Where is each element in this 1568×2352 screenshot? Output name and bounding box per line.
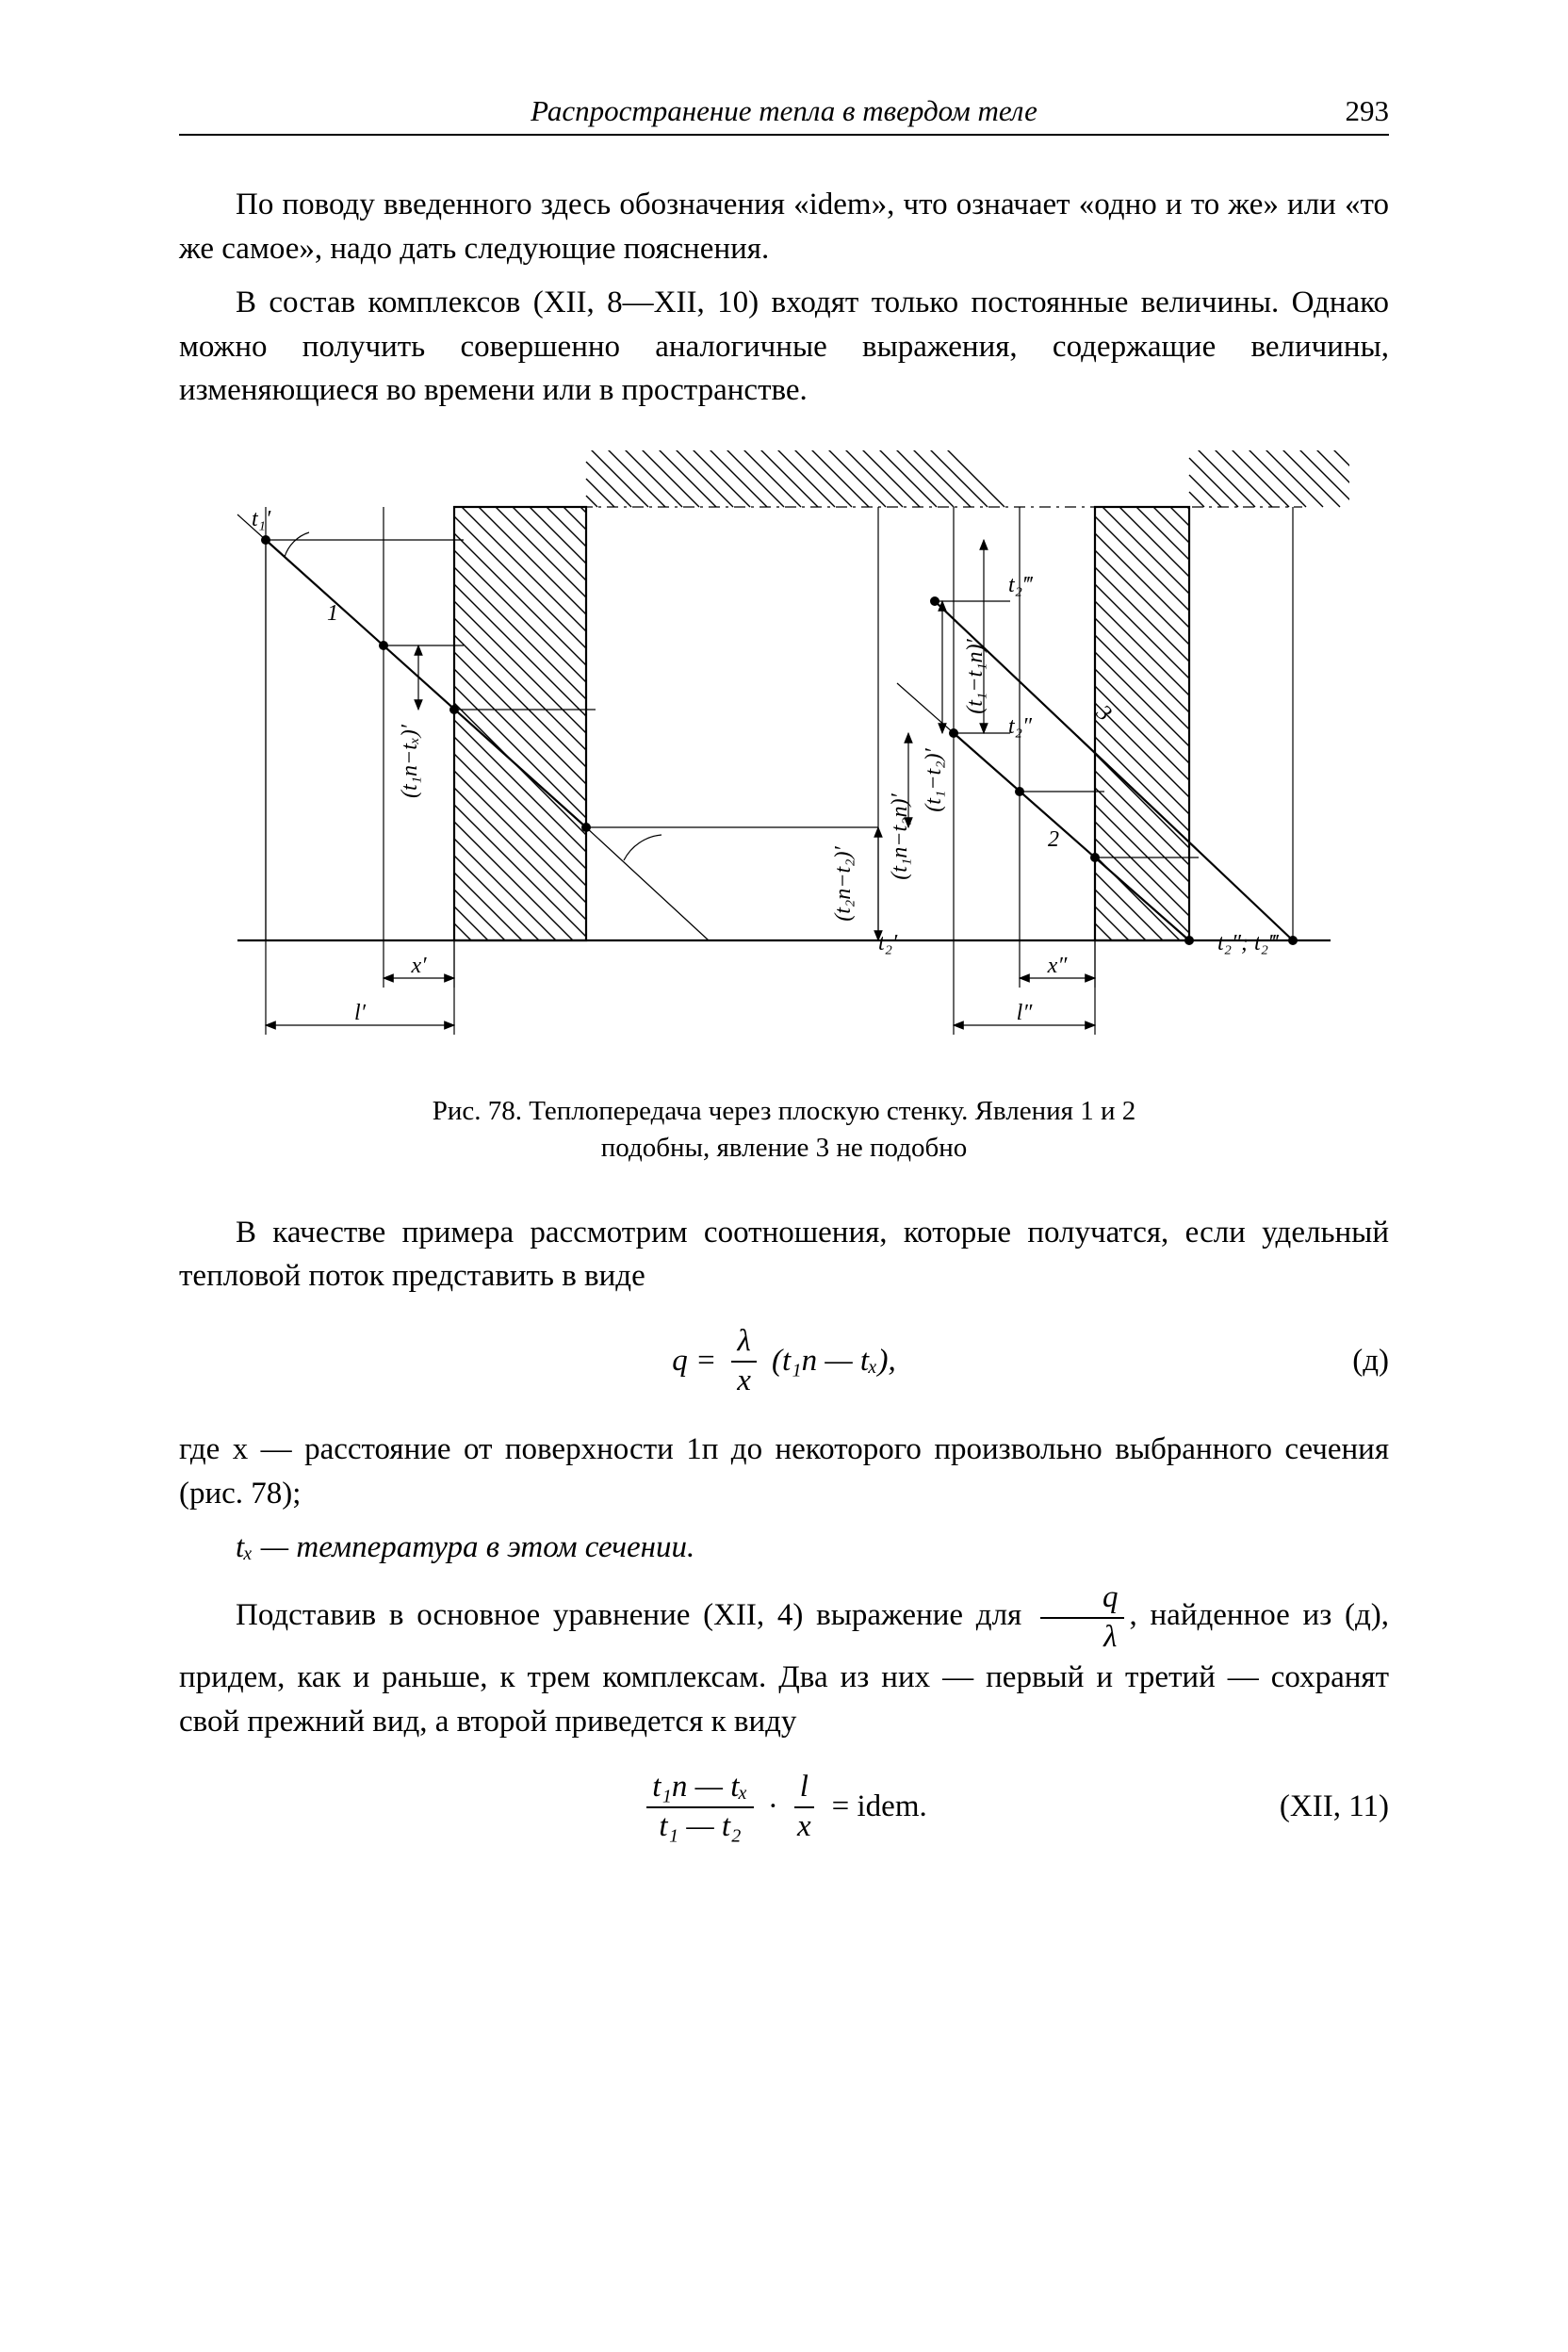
svg-text:(t₁п−t₂п)′: (t₁п−t₂п)′ xyxy=(888,793,912,880)
eq11-eq: = idem. xyxy=(832,1789,927,1824)
svg-text:(t₁п−tₓ)′: (t₁п−tₓ)′ xyxy=(398,725,422,799)
eq-d-frac-num: λ xyxy=(731,1323,756,1363)
eq-d-pre: q = xyxy=(672,1344,716,1379)
svg-text:t₂′: t₂′ xyxy=(878,931,898,956)
page-number: 293 xyxy=(1304,94,1389,128)
svg-text:(t₂п−t₂)′: (t₂п−t₂)′ xyxy=(831,846,856,922)
eq-d-frac-den: x xyxy=(731,1363,757,1400)
svg-text:t₂″; t₂‴: t₂″; t₂‴ xyxy=(1217,931,1280,956)
caption-line2: подобны, явление 3 не подобно xyxy=(601,1133,967,1163)
paragraph-1: По поводу введенного здесь обозначения «… xyxy=(179,183,1389,271)
svg-text:l′: l′ xyxy=(354,1001,367,1025)
running-header: Распространение тепла в твердом теле xyxy=(264,94,1304,128)
eq11-dot: · xyxy=(769,1789,776,1824)
svg-text:t₂‴: t₂‴ xyxy=(1008,573,1034,597)
svg-text:(t₁−t₁п)′: (t₁−t₁п)′ xyxy=(963,639,988,714)
figure-78: x′ l′ x″ l″ t₁′ 1 (t₁п−tₓ)′ t₂′ (t₂п−t₂)′ (t₁п−t₂… xyxy=(179,450,1389,1072)
equation-d: q = λ x (t₁п — tₓ), (д) xyxy=(179,1323,1389,1399)
equation-xii-11: t₁п — tₓ t₁ — t₂ · l x = idem. (XII, 11) xyxy=(179,1769,1389,1845)
paragraph-5: Подставив в основное уравнение (XII, 4) … xyxy=(179,1579,1389,1744)
svg-text:1: 1 xyxy=(327,601,338,626)
paragraph-3: В качестве примера рассмотрим соотношени… xyxy=(179,1211,1389,1299)
p5-frac-num: q xyxy=(1040,1579,1124,1619)
eq11-f1-den: t₁ — t₂ xyxy=(653,1808,746,1846)
svg-text:t₁′: t₁′ xyxy=(252,507,271,531)
svg-text:x′: x′ xyxy=(411,954,428,978)
figure-caption: Рис. 78. Теплопередача через плоскую сте… xyxy=(179,1093,1389,1167)
eq-d-tag: (д) xyxy=(1238,1344,1389,1379)
p5-post: , xyxy=(1130,1598,1137,1632)
eq11-f1-num: t₁п — tₓ xyxy=(646,1769,754,1808)
where-tx-text: tₓ — температура в этом сечении. xyxy=(236,1530,694,1564)
eq11-tag: (XII, 11) xyxy=(1238,1789,1389,1824)
where-x-text: где x — расстояние от поверхности 1п до … xyxy=(179,1432,1389,1511)
paragraph-2: В состав комплексов (XII, 8—XII, 10) вхо… xyxy=(179,281,1389,414)
svg-text:t₂″: t₂″ xyxy=(1008,714,1033,739)
svg-text:x″: x″ xyxy=(1047,954,1069,978)
p5-frac-den: λ xyxy=(1041,1619,1122,1657)
eq11-f2-den: x xyxy=(792,1808,817,1846)
where-tx: tₓ — температура в этом сечении. xyxy=(179,1526,1389,1570)
where-x: где x — расстояние от поверхности 1п до … xyxy=(179,1428,1389,1516)
svg-text:l″: l″ xyxy=(1017,1001,1034,1025)
caption-line1: Рис. 78. Теплопередача через плоскую сте… xyxy=(433,1096,1135,1126)
p5-pre: Подставив в основное уравнение (XII, 4) … xyxy=(236,1598,1021,1632)
eq-d-post: (t₁п — tₓ), xyxy=(772,1344,896,1379)
figure-svg: x′ l′ x″ l″ t₁′ 1 (t₁п−tₓ)′ t₂′ (t₂п−t₂)′ (t₁п−t₂… xyxy=(219,450,1349,1072)
eq11-f2-num: l xyxy=(794,1769,814,1808)
svg-text:(t₁−t₂)′: (t₁−t₂)′ xyxy=(922,748,946,812)
svg-text:2: 2 xyxy=(1048,827,1059,852)
